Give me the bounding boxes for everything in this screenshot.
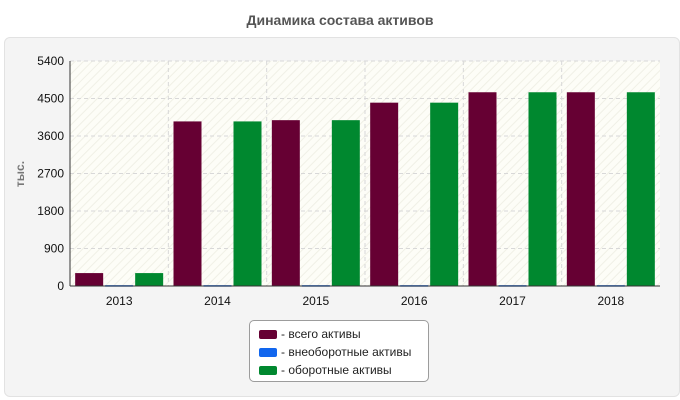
x-tick-label: 2013 [106, 294, 133, 308]
x-tick-label: 2016 [401, 294, 428, 308]
bar [528, 92, 557, 286]
x-tick-label: 2017 [499, 294, 526, 308]
x-tick-label: 2014 [204, 294, 231, 308]
legend-item: - оборотные активы [250, 361, 428, 379]
x-tick-labels: 2013 2014 2015 2016 2017 2018 [106, 294, 625, 308]
grid-lines [70, 60, 660, 286]
bar [233, 121, 262, 287]
y-tick-labels: 0 900 1800 2700 3600 4500 5400 [37, 54, 64, 293]
chart-title: Динамика состава активов [246, 12, 434, 28]
x-tick-label: 2018 [597, 294, 624, 308]
legend-label: - всего активы [281, 327, 361, 341]
legend-label: - внеоборотные активы [281, 345, 412, 359]
legend-swatch [259, 347, 277, 357]
legend-item: - всего активы [250, 325, 428, 343]
legend-item: - внеоборотные активы [250, 343, 428, 361]
bar [566, 92, 595, 286]
bar [173, 121, 202, 287]
bar [271, 120, 300, 287]
y-axis-label: тыс. [13, 161, 27, 187]
y-tick-label: 2700 [37, 167, 64, 181]
y-tick-label: 3600 [37, 129, 64, 143]
bar [135, 273, 164, 286]
bar [370, 102, 399, 287]
legend-swatch [259, 329, 277, 339]
y-tick-label: 900 [44, 242, 64, 256]
legend: - всего активы - внеоборотные активы - о… [249, 320, 429, 382]
bar [468, 92, 497, 286]
bars [75, 92, 655, 287]
x-tick-label: 2015 [302, 294, 329, 308]
legend-label: - оборотные активы [281, 363, 392, 377]
bar [430, 102, 459, 287]
y-tick-label: 5400 [37, 54, 64, 68]
y-tick-label: 1800 [37, 204, 64, 218]
bar [626, 92, 655, 286]
axes [69, 61, 660, 287]
y-tick-label: 4500 [37, 92, 64, 106]
y-tick-label: 0 [57, 279, 64, 293]
legend-swatch [259, 365, 277, 375]
bar [331, 120, 360, 287]
bar [75, 273, 104, 286]
